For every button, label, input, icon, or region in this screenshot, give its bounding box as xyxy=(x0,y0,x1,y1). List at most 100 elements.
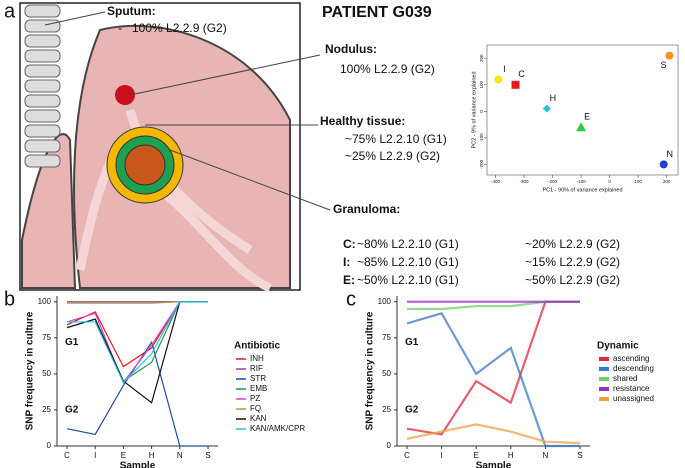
granuloma-cell: ~80% L2.2.10 (G1) xyxy=(357,237,459,251)
panel-label: b xyxy=(4,288,15,310)
y-axis-label: SNP frequency in culture xyxy=(25,311,36,430)
x-tick-label: I xyxy=(440,451,442,460)
granuloma-cell: ~15% L2.2.9 (G2) xyxy=(525,255,620,269)
point xyxy=(576,122,587,132)
legend-label: FQ xyxy=(250,404,261,413)
y-tick-label: 100 xyxy=(38,297,52,306)
y-tick-label: 0 xyxy=(479,110,484,113)
x-axis-label: Sample xyxy=(476,461,512,468)
x-tick-label: 100 xyxy=(634,179,642,184)
y-axis-label: SNP frequency in culture xyxy=(365,311,376,430)
nodulus xyxy=(115,85,135,105)
healthy-line: ~75% L2.2.10 (G1) xyxy=(345,132,447,146)
x-tick-label: -300 xyxy=(520,179,530,184)
y-tick-label: -200 xyxy=(479,159,484,169)
healthy-line: ~25% L2.2.9 (G2) xyxy=(345,149,440,163)
granuloma-cell: ~50% L2.2.9 (G2) xyxy=(525,273,620,287)
granuloma-cell: E: xyxy=(343,273,355,287)
legend-label: KAN/AMK/CPR xyxy=(250,424,305,433)
sputum-label: Sputum: xyxy=(107,4,156,18)
legend-label: STR xyxy=(250,374,266,383)
point xyxy=(511,80,520,89)
point xyxy=(542,104,551,113)
point-label: N xyxy=(666,149,673,159)
legend-label: descending xyxy=(613,364,654,373)
nodulus-line: 100% L2.2.9 (G2) xyxy=(340,62,435,76)
y-tick-label: 25 xyxy=(382,405,391,414)
granuloma-cell: C: xyxy=(343,237,356,251)
annotation: G2 xyxy=(65,405,79,416)
legend-label: unassigned xyxy=(613,394,654,403)
sputum-line: - 100% L2.2.9 (G2) xyxy=(118,21,227,35)
x-tick-label: N xyxy=(543,451,549,460)
series-line xyxy=(66,301,208,384)
annotation: G1 xyxy=(405,337,419,348)
x-tick-label: N xyxy=(177,451,183,460)
point-label: C xyxy=(518,69,525,79)
patient-title: PATIENT G039 xyxy=(322,4,432,21)
y-tick-label: 0 xyxy=(47,441,52,450)
x-tick-label: H xyxy=(508,451,514,460)
series-line xyxy=(66,301,208,382)
series-line xyxy=(66,301,208,368)
lung-illustration xyxy=(19,2,331,293)
nodulus-label: Nodulus: xyxy=(325,42,377,56)
x-tick-label: H xyxy=(149,451,155,460)
plot-frame xyxy=(486,44,679,176)
granuloma-cell: ~50% L2.2.10 (G1) xyxy=(357,273,459,287)
legend-label: KAN xyxy=(250,414,267,423)
y-tick-label: 100 xyxy=(479,81,484,89)
series-line xyxy=(67,301,208,384)
x-tick-label: 200 xyxy=(663,179,671,184)
granuloma-cell: ~20% L2.2.9 (G2) xyxy=(525,237,620,251)
point-label: E xyxy=(584,112,590,122)
legend-label: INH xyxy=(250,354,264,363)
legend-title: Antibiotic xyxy=(234,341,281,352)
series-line xyxy=(66,301,208,404)
y-tick-label: 50 xyxy=(42,369,51,378)
x-tick-label: -100 xyxy=(577,179,587,184)
x-tick-label: 0 xyxy=(608,179,611,184)
y-axis-label: PC2 - 9% of variance explained xyxy=(471,71,477,148)
legend-label: PZ xyxy=(250,394,260,403)
trachea xyxy=(24,4,61,168)
x-tick-label: -400 xyxy=(491,179,501,184)
x-tick-label: C xyxy=(64,451,70,460)
panel-label: a xyxy=(4,0,16,22)
x-tick-label: C xyxy=(404,451,410,460)
point-label: H xyxy=(550,93,557,103)
legend-label: shared xyxy=(613,374,637,383)
granuloma-core xyxy=(124,144,166,186)
granuloma-label: Granuloma: xyxy=(333,202,400,216)
series-line xyxy=(406,300,580,436)
x-axis-label: Sample xyxy=(120,461,156,468)
x-axis-label: PC1 - 90% of variance explained xyxy=(542,187,622,193)
x-tick-label: E xyxy=(121,451,126,460)
legend-label: resistance xyxy=(613,384,650,393)
annotation: G2 xyxy=(405,405,419,416)
legend-label: RIF xyxy=(250,364,263,373)
x-tick-label: S xyxy=(205,451,210,460)
y-tick-label: 0 xyxy=(387,441,392,450)
y-tick-label: 25 xyxy=(42,405,51,414)
x-tick-label: I xyxy=(94,451,96,460)
series-line xyxy=(406,423,581,445)
series-line xyxy=(406,312,580,448)
x-tick-label: E xyxy=(474,451,479,460)
x-tick-label: S xyxy=(577,451,582,460)
y-tick-label: 100 xyxy=(378,297,392,306)
x-tick-label: -200 xyxy=(548,179,558,184)
y-tick-label: -100 xyxy=(479,133,484,143)
y-tick-label: 200 xyxy=(479,54,484,62)
point xyxy=(494,75,503,84)
granuloma-cell: ~85% L2.2.10 (G1) xyxy=(357,255,459,269)
legend-label: ascending xyxy=(613,354,649,363)
panel-label: c xyxy=(346,288,356,310)
point xyxy=(659,160,668,169)
y-tick-label: 75 xyxy=(382,333,391,342)
healthy-label: Healthy tissue: xyxy=(320,114,405,128)
y-tick-label: 50 xyxy=(382,369,391,378)
point xyxy=(665,51,674,60)
